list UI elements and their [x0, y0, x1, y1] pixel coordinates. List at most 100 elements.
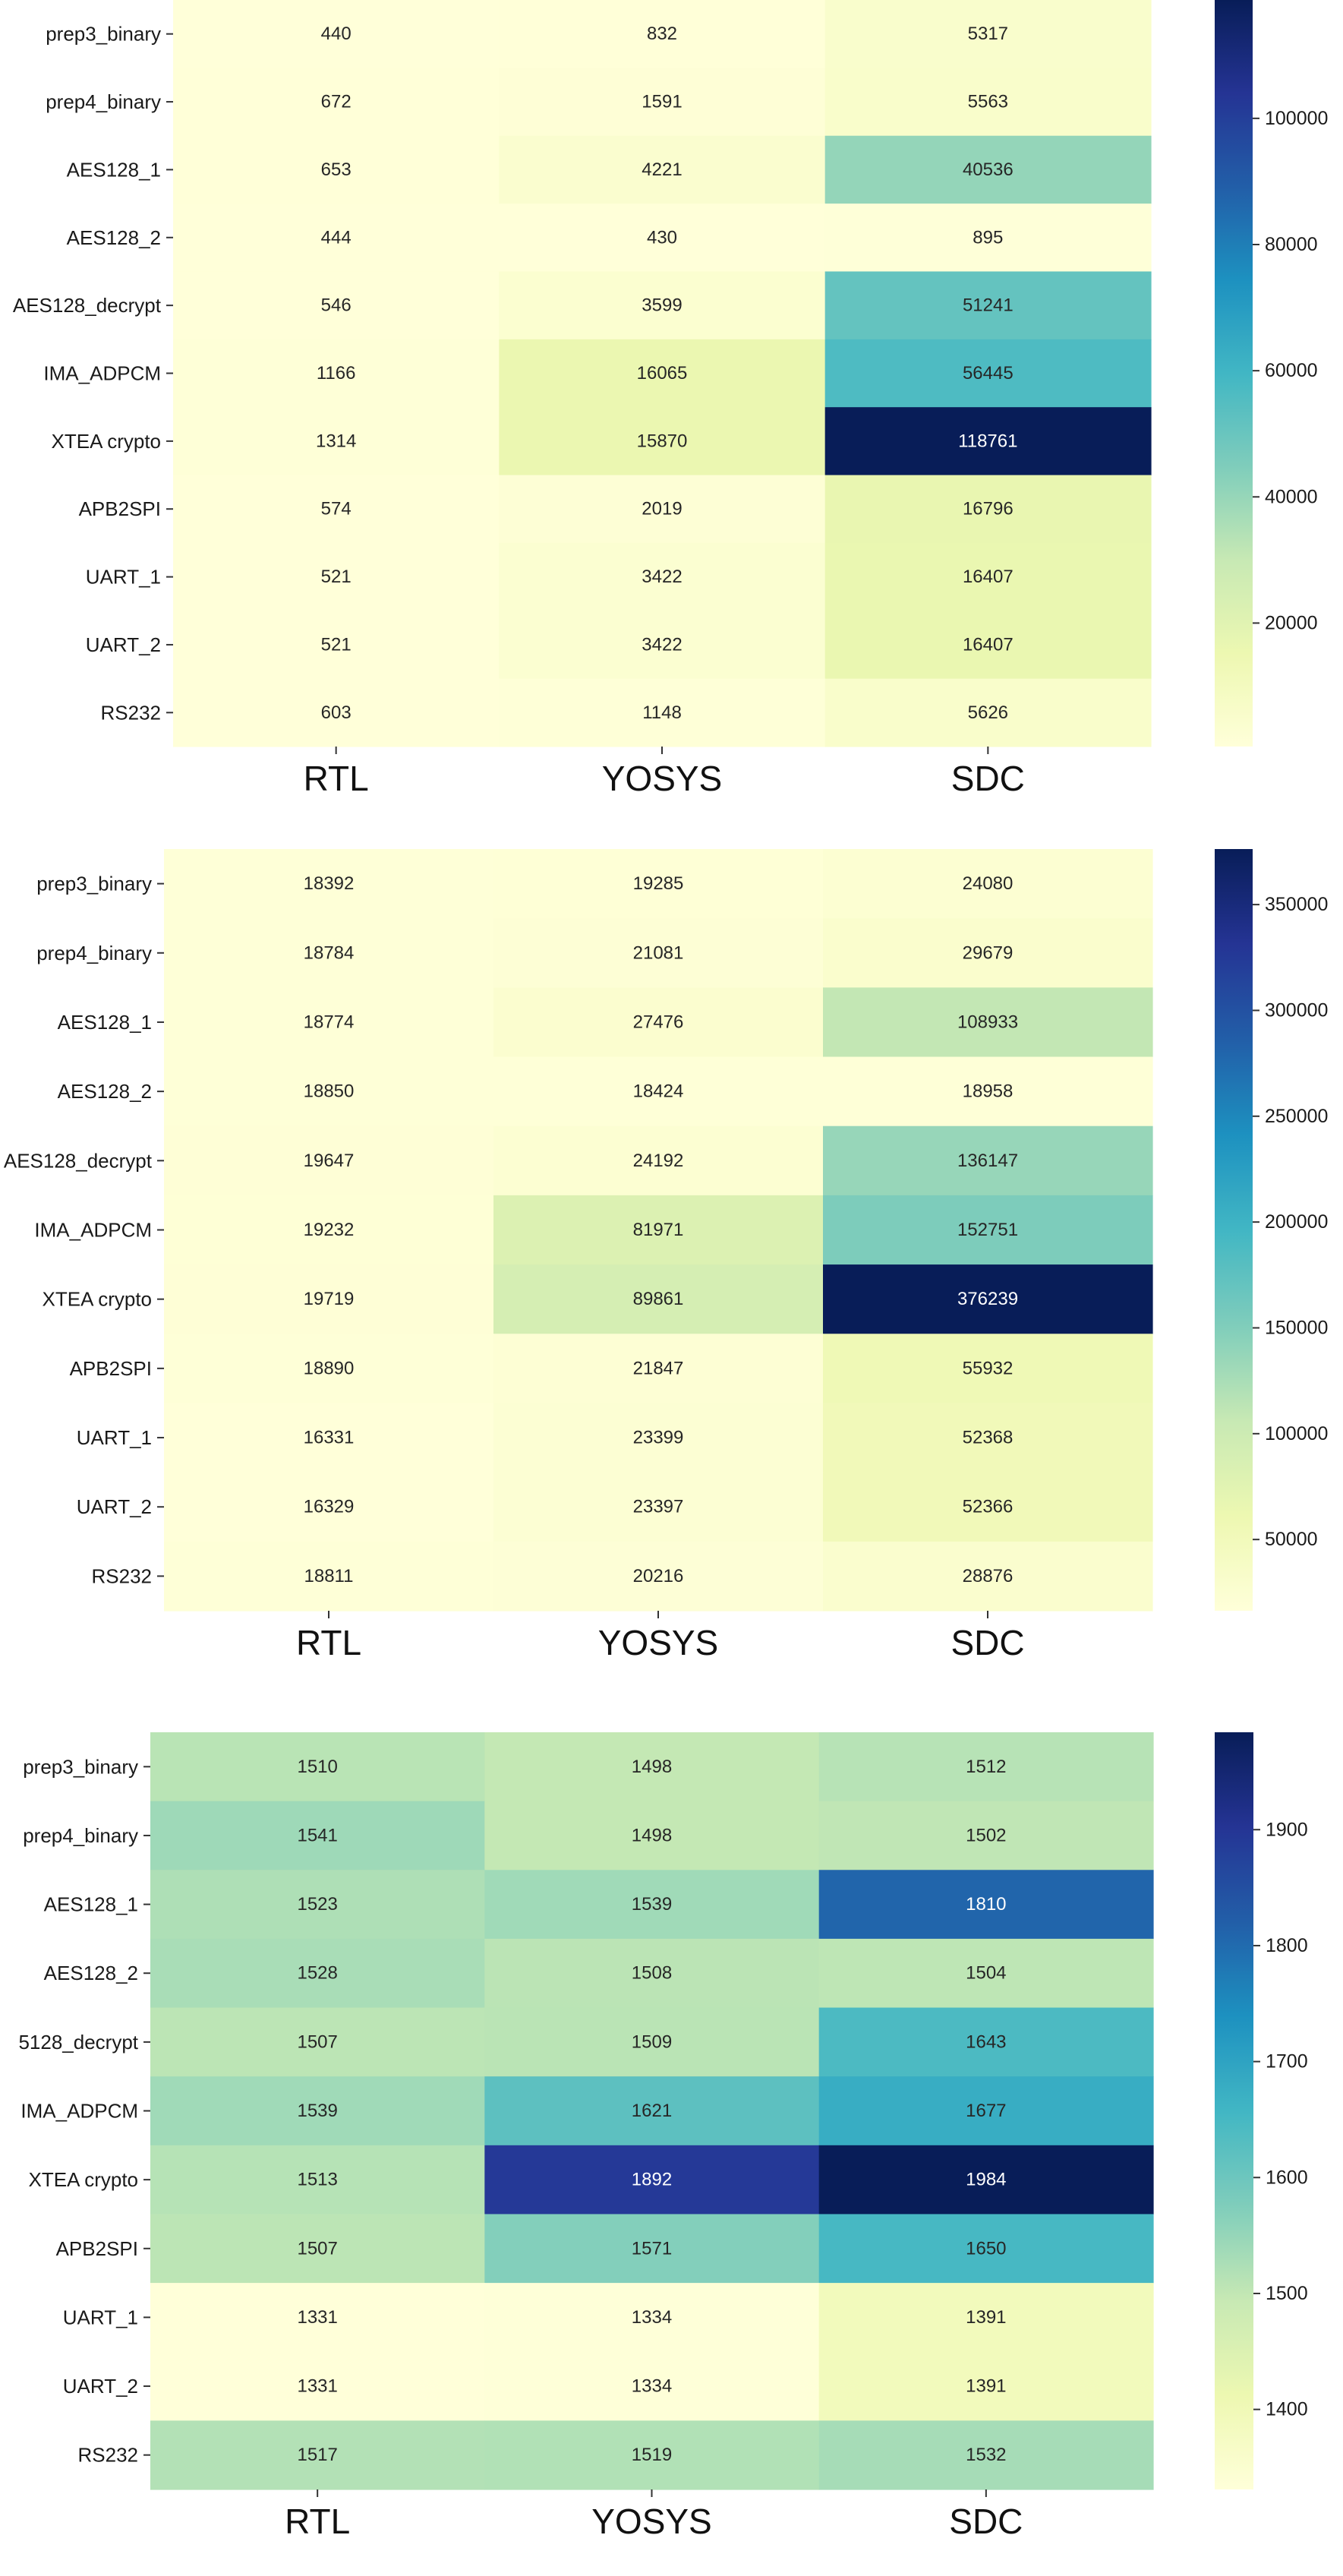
heatmap-cell: [824, 339, 1152, 408]
heatmap-cell: [823, 1195, 1153, 1265]
cell-value-label: 55932: [963, 1358, 1014, 1378]
row-label: UART_2: [77, 1495, 152, 1518]
cell-value-label: 546: [321, 295, 352, 316]
heatmap-cell: [499, 271, 826, 340]
heatmap-panel-3: 1510 1498 1512 1541 1498 1502 1523 1539 1810 1528…: [18, 1732, 1308, 2541]
column-label: SDC: [951, 759, 1025, 798]
heatmap-cell: [823, 1403, 1153, 1473]
heatmap-cell: [173, 204, 500, 273]
heatmap-cell: [499, 678, 826, 747]
heatmap-cell: [164, 1541, 494, 1612]
heatmap-cell: [150, 2351, 485, 2421]
cell-value-label: 1507: [297, 2031, 337, 2052]
heatmap-cell: [823, 1125, 1153, 1196]
cell-value-label: 16065: [637, 363, 688, 384]
cell-value-label: 1498: [632, 1825, 672, 1845]
cell-value-label: 118761: [958, 431, 1017, 451]
heatmap-cell: [824, 68, 1152, 137]
heatmap-cell: [818, 2076, 1154, 2146]
column-label: SDC: [951, 1623, 1024, 1662]
cell-value-label: 1517: [297, 2445, 337, 2465]
heatmap-cell: [173, 475, 500, 544]
cell-value-label: 1523: [297, 1894, 337, 1915]
cell-value-label: 27476: [633, 1012, 684, 1032]
heatmap-cell: [173, 542, 500, 611]
heatmap-cell: [493, 1264, 824, 1334]
cell-value-label: 152751: [957, 1220, 1018, 1240]
heatmap-cell: [164, 1125, 494, 1196]
heatmap-cell: [823, 987, 1153, 1058]
cell-value-label: 19719: [304, 1289, 355, 1309]
colorbar-tick-label: 60000: [1265, 360, 1318, 381]
row-label: APB2SPI: [56, 2237, 138, 2260]
heatmap-cell: [493, 1195, 824, 1265]
heatmap-cell: [818, 2145, 1154, 2215]
heatmap-cell: [824, 135, 1152, 204]
cell-value-label: 1539: [297, 2101, 337, 2121]
cell-value-label: 24080: [963, 873, 1014, 894]
column-label: RTL: [304, 759, 369, 798]
cell-value-label: 1621: [632, 2101, 672, 2121]
cell-value-label: 430: [647, 227, 677, 248]
cell-value-label: 108933: [957, 1012, 1018, 1032]
heatmap-cell: [164, 918, 494, 988]
row-label: UART_2: [63, 2375, 138, 2398]
cell-value-label: 16407: [963, 634, 1014, 655]
row-label: 5128_decrypt: [18, 2031, 138, 2054]
cell-value-label: 51241: [963, 295, 1014, 316]
row-label: prep4_binary: [36, 942, 152, 964]
heatmap-cell: [499, 135, 826, 204]
heatmap-cell: [499, 542, 826, 611]
heatmap-cell: [164, 1334, 494, 1404]
cell-value-label: 672: [321, 92, 352, 112]
heatmap-cell: [824, 0, 1152, 68]
heatmap-cell: [493, 1334, 824, 1404]
heatmap-cell: [824, 204, 1152, 273]
heatmap-cell: [493, 987, 824, 1058]
cell-value-label: 1331: [297, 2376, 337, 2397]
cell-value-label: 1314: [316, 431, 356, 451]
cell-value-label: 1334: [632, 2376, 672, 2397]
cell-value-label: 5563: [968, 92, 1008, 112]
column-label: RTL: [296, 1623, 361, 1662]
cell-value-label: 895: [973, 227, 1003, 248]
row-label: AES128_2: [58, 1080, 152, 1103]
heatmap-cell: [499, 68, 826, 137]
cell-value-label: 1984: [966, 2170, 1006, 2190]
colorbar-tick-label: 150000: [1265, 1317, 1328, 1338]
cell-value-label: 16796: [963, 499, 1014, 519]
row-label: prep4_binary: [23, 1824, 138, 1847]
heatmap-cell: [493, 1403, 824, 1473]
cell-value-label: 1148: [642, 702, 682, 723]
cell-value-label: 1650: [966, 2238, 1006, 2259]
cell-value-label: 19285: [633, 873, 684, 894]
cell-value-label: 832: [647, 24, 677, 44]
cell-value-label: 5317: [968, 24, 1008, 44]
row-label: AES128_decrypt: [4, 1149, 153, 1172]
cell-value-label: 18890: [304, 1358, 355, 1378]
colorbar-tick-label: 1700: [1266, 2051, 1308, 2072]
cell-value-label: 23399: [633, 1428, 684, 1448]
heatmap-cell: [818, 2351, 1154, 2421]
colorbar-tick-label: 100000: [1265, 108, 1328, 129]
cell-value-label: 18784: [304, 942, 355, 963]
heatmap-cell: [493, 918, 824, 988]
heatmap-cell: [150, 1801, 485, 1870]
heatmap-cell: [173, 611, 500, 680]
colorbar-tick-label: 200000: [1265, 1211, 1328, 1233]
cell-value-label: 1528: [297, 1963, 337, 1984]
cell-value-label: 1508: [632, 1963, 672, 1984]
heatmap-cell: [150, 2145, 485, 2215]
row-label: UART_1: [63, 2306, 138, 2328]
colorbar-tick-label: 300000: [1265, 999, 1328, 1021]
cell-value-label: 2019: [642, 499, 682, 519]
row-label: UART_2: [86, 633, 161, 656]
heatmap-cell: [824, 475, 1152, 544]
cell-value-label: 1391: [966, 2376, 1006, 2397]
heatmap-cell: [499, 407, 826, 476]
row-label: prep3_binary: [46, 23, 161, 46]
heatmap-cell: [493, 1541, 824, 1612]
cell-value-label: 18424: [633, 1081, 684, 1102]
cell-value-label: 1334: [632, 2307, 672, 2328]
heatmap-cell: [499, 611, 826, 680]
